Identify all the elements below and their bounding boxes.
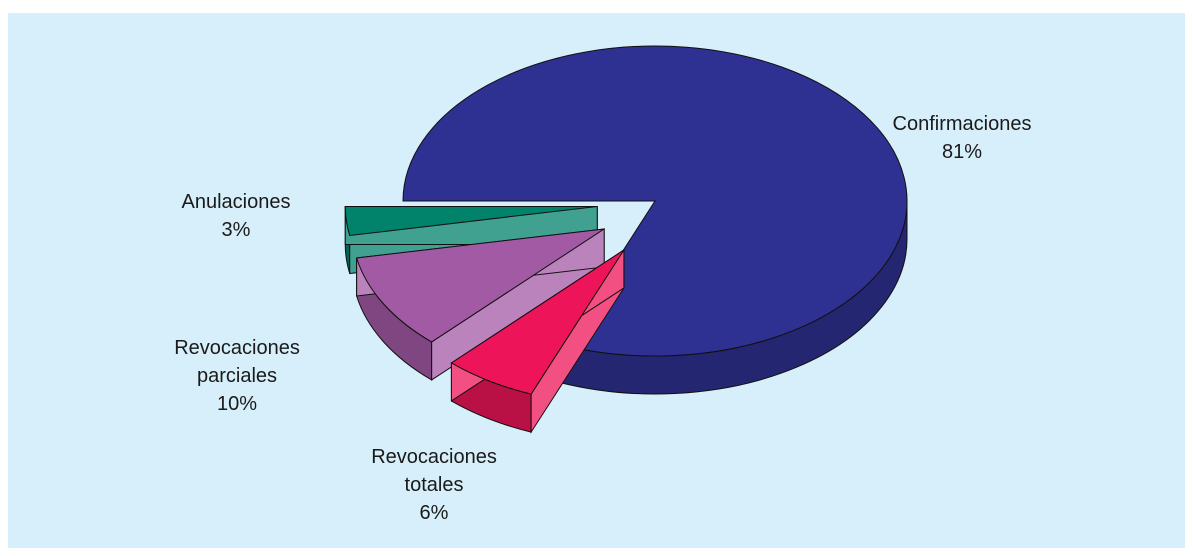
slice-revocaciones-totales — [450, 248, 625, 434]
label-line: totales — [405, 474, 464, 496]
label-line: 3% — [222, 219, 251, 241]
label-revocaciones-totales: Revocaciones totales 6% — [371, 446, 497, 524]
label-line: 81% — [942, 141, 982, 163]
label-anulaciones: Anulaciones 3% — [182, 191, 291, 241]
slice-confirmaciones — [402, 45, 908, 395]
label-line: parciales — [197, 365, 277, 387]
slice-top-revocaciones-parciales — [355, 228, 605, 343]
slice-top-confirmaciones — [402, 45, 908, 357]
slice-top-anulaciones — [344, 205, 598, 237]
label-confirmaciones: Confirmaciones 81% — [893, 113, 1032, 163]
label-line: Confirmaciones — [893, 113, 1032, 135]
slice-top-revocaciones-totales — [450, 249, 625, 395]
label-line: Revocaciones — [174, 337, 300, 359]
label-line: 10% — [217, 393, 257, 415]
label-line: 6% — [420, 502, 449, 524]
label-line: Anulaciones — [182, 191, 291, 213]
label-revocaciones-parciales: Revocaciones parciales 10% — [174, 337, 300, 415]
slice-revocaciones-parciales — [355, 228, 605, 381]
label-line: Revocaciones — [371, 446, 497, 468]
